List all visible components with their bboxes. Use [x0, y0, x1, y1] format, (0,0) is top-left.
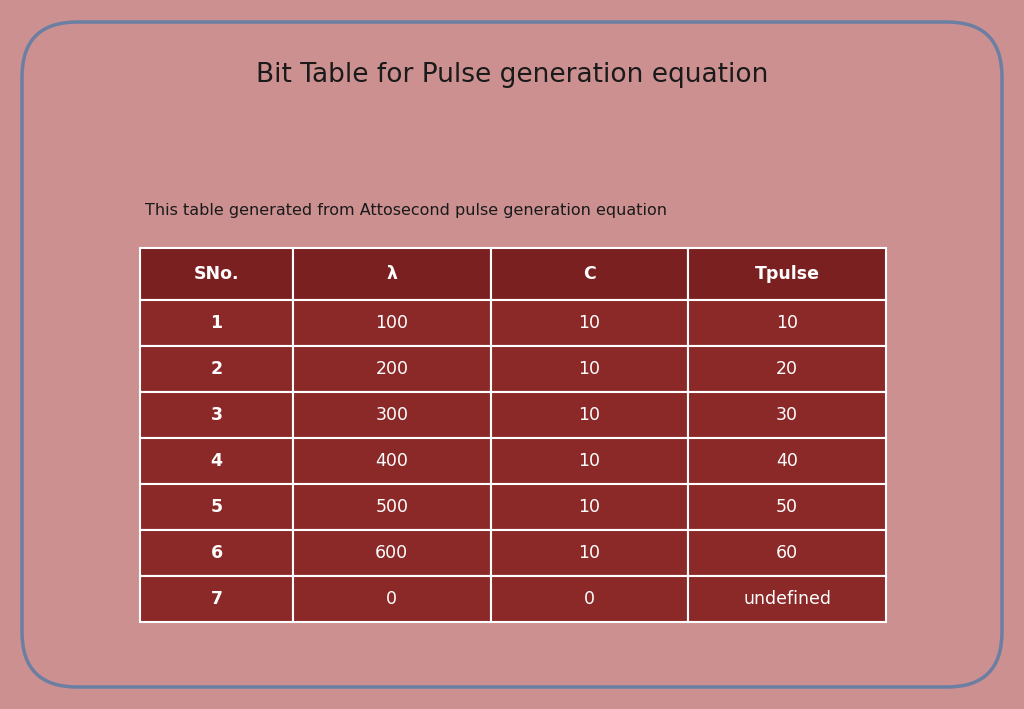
Text: 20: 20 [776, 360, 798, 378]
Bar [140, 248, 293, 300]
Bar [293, 530, 490, 576]
Bar [490, 576, 688, 622]
Text: C: C [583, 265, 596, 283]
Text: 0: 0 [584, 590, 595, 608]
Text: 10: 10 [579, 360, 600, 378]
Bar [293, 438, 490, 484]
Text: 4: 4 [211, 452, 222, 470]
Text: 50: 50 [776, 498, 798, 516]
Text: 400: 400 [376, 452, 409, 470]
Bar [688, 438, 886, 484]
Bar [688, 484, 886, 530]
Bar [293, 248, 490, 300]
Text: 60: 60 [776, 544, 799, 562]
Text: Tpulse: Tpulse [755, 265, 819, 283]
Text: 10: 10 [579, 544, 600, 562]
Bar [490, 300, 688, 346]
Text: undefined: undefined [743, 590, 831, 608]
Bar [688, 392, 886, 438]
Text: 2: 2 [210, 360, 222, 378]
FancyBboxPatch shape [22, 22, 1002, 687]
Text: 10: 10 [579, 314, 600, 332]
Bar [140, 530, 293, 576]
Text: 0: 0 [386, 590, 397, 608]
Bar [490, 392, 688, 438]
Text: 40: 40 [776, 452, 798, 470]
Text: λ: λ [386, 265, 397, 283]
Bar [140, 484, 293, 530]
Bar [490, 530, 688, 576]
Text: SNo.: SNo. [194, 265, 240, 283]
Bar [688, 248, 886, 300]
Text: 30: 30 [776, 406, 798, 424]
Text: 3: 3 [211, 406, 222, 424]
Text: This table generated from Attosecond pulse generation equation: This table generated from Attosecond pul… [145, 203, 667, 218]
Bar [293, 392, 490, 438]
Text: 5: 5 [210, 498, 222, 516]
Bar [140, 300, 293, 346]
Text: 300: 300 [375, 406, 409, 424]
Bar [490, 438, 688, 484]
Bar [140, 438, 293, 484]
Bar [688, 530, 886, 576]
Bar [293, 576, 490, 622]
Bar [293, 484, 490, 530]
Bar [140, 576, 293, 622]
Text: 1: 1 [210, 314, 222, 332]
Text: 6: 6 [210, 544, 222, 562]
Text: 100: 100 [375, 314, 409, 332]
Bar [490, 248, 688, 300]
Text: Bit Table for Pulse generation equation: Bit Table for Pulse generation equation [256, 62, 768, 88]
Bar [140, 346, 293, 392]
Text: 200: 200 [375, 360, 409, 378]
Bar [688, 300, 886, 346]
Text: 7: 7 [211, 590, 222, 608]
Text: 10: 10 [579, 452, 600, 470]
Text: 10: 10 [579, 406, 600, 424]
Bar [688, 346, 886, 392]
Text: 10: 10 [579, 498, 600, 516]
Bar [490, 484, 688, 530]
Text: 10: 10 [776, 314, 798, 332]
Bar [140, 392, 293, 438]
Bar [688, 576, 886, 622]
Text: 600: 600 [375, 544, 409, 562]
Text: 500: 500 [375, 498, 409, 516]
Bar [293, 346, 490, 392]
Bar [293, 300, 490, 346]
Bar [490, 346, 688, 392]
